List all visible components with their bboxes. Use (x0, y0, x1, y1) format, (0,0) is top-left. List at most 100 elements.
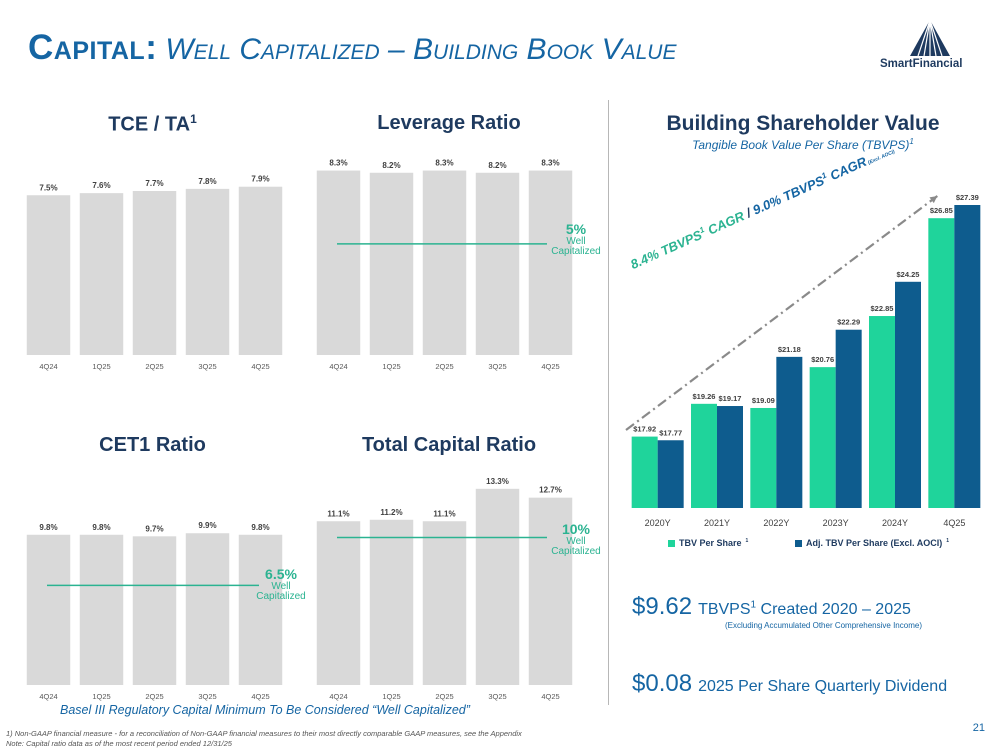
tbvps-data-label: $20.76 (811, 355, 834, 364)
cet1-chart-svg: 9.8% 4Q24 9.8% 1Q25 9.7% 2Q25 9.9% 3Q25 9.8% 4Q25 (26, 521, 283, 701)
tbvps-data-label: $19.17 (719, 394, 742, 403)
page-number: 21 (972, 722, 985, 734)
total_capital-data-label: 13.3% (486, 477, 509, 486)
total_capital-bar (422, 521, 467, 685)
stat-dividend-text: 2025 Per Share Quarterly Dividend (698, 678, 948, 695)
cet1-threshold-cap: Capitalized (256, 591, 306, 603)
tce_ta-data-label: 7.9% (251, 175, 269, 184)
total_capital-bar (369, 519, 414, 685)
stat-tbvps-text-a: TBVPS (698, 601, 751, 618)
tbvps-tick-label: 2021Y (704, 518, 730, 528)
legend-sup-adj-tbv: 1 (946, 538, 949, 544)
cet1-tick-label: 3Q25 (198, 692, 216, 701)
stat-tbvps-note: (Excluding Accumulated Other Comprehensi… (725, 621, 922, 630)
stat-tbvps-text-b: Created 2020 – 2025 (756, 601, 911, 618)
tbvps-tick-label: 2022Y (763, 518, 789, 528)
stat-dividend-value: $0.08 (632, 670, 693, 697)
total_capital-tick-label: 4Q24 (329, 692, 347, 701)
tbvps-data-label: $24.25 (897, 270, 920, 279)
leverage-threshold-pct: 5% (565, 221, 587, 237)
cet1-bar (26, 534, 71, 685)
tce-ta-chart-svg: 7.5% 4Q24 7.6% 1Q25 7.7% 2Q25 7.8% 3Q25 7.9% 4Q25 (26, 175, 283, 371)
cet1-title: CET1 Ratio (99, 434, 206, 456)
footnote-1: 1) Non-GAAP financial measure - for a re… (6, 729, 522, 738)
tce_ta-bar (238, 186, 283, 355)
tbvps-bar-tbv (928, 218, 955, 508)
leverage-data-label: 8.2% (382, 161, 400, 170)
tbvps-bar-tbv (750, 407, 777, 508)
total_capital-data-label: 11.1% (433, 509, 455, 518)
stat-tbvps-value: $9.62 (632, 593, 693, 620)
leverage-threshold-cap: Capitalized (551, 246, 601, 258)
tbvps-bar-tbv (631, 436, 658, 508)
tbvps-bar-adj (717, 406, 743, 508)
total_capital-tick-label: 3Q25 (488, 692, 506, 701)
cet1-chart: 9.8% 4Q24 9.8% 1Q25 9.7% 2Q25 9.9% 3Q25 9.8% 4Q25 (22, 450, 287, 703)
tce_ta-bar (26, 195, 71, 355)
total_capital-tick-label: 4Q25 (541, 692, 559, 701)
total-capital-chart-svg: 11.1% 4Q24 11.2% 1Q25 11.1% 2Q25 13.3% 3Q25 12.7… (316, 477, 573, 701)
leverage-data-label: 8.3% (541, 159, 559, 168)
total_capital-data-label: 12.7% (539, 486, 562, 495)
legend-label-adj-tbv: Adj. TBV Per Share (Excl. AOCI) (806, 538, 943, 548)
tbvps-title: Building Shareholder Value (666, 112, 940, 135)
tce_ta-bar (185, 188, 230, 355)
cet1-threshold-pct: 6.5% (265, 566, 297, 582)
tce_ta-bar (132, 190, 177, 355)
cet1-threshold-well: Well (271, 580, 291, 592)
legend-swatch-tbv (668, 540, 675, 548)
total-capital-threshold-cap: Capitalized (551, 546, 601, 558)
cet1-tick-label: 4Q24 (39, 692, 57, 701)
tbvps-data-label: $19.26 (693, 392, 716, 401)
tbvps-data-label: $22.85 (871, 304, 894, 313)
tbvps-bar-adj (895, 281, 921, 508)
title-main: Capital: (28, 28, 158, 67)
leverage-bar (369, 172, 414, 355)
cet1-tick-label: 1Q25 (92, 692, 110, 701)
total-capital-threshold-pct: 10% (561, 521, 591, 537)
cet1-data-label: 9.8% (39, 523, 57, 532)
leverage-data-label: 8.2% (488, 161, 506, 170)
legend-item-tbv: TBV Per Share 1 (668, 538, 748, 548)
tbvps-data-label: $21.18 (778, 345, 801, 354)
title-sub: Well Capitalized – Building Book Value (165, 33, 677, 66)
tce_ta-tick-label: 2Q25 (145, 362, 163, 371)
leverage-tick-label: 4Q24 (329, 362, 347, 371)
cet1-bar (79, 534, 124, 685)
leverage-tick-label: 3Q25 (488, 362, 506, 371)
cet1-data-label: 9.8% (92, 523, 110, 532)
cet1-tick-label: 4Q25 (251, 692, 269, 701)
total_capital-tick-label: 1Q25 (382, 692, 400, 701)
tce_ta-bar (79, 193, 124, 355)
tce_ta-data-label: 7.5% (39, 183, 57, 192)
tbvps-data-label: $17.92 (633, 425, 656, 434)
tce-ta-chart: 7.5% 4Q24 7.6% 1Q25 7.7% 2Q25 7.8% 3Q25 7.9% 4Q25 (22, 150, 287, 380)
leverage-chart-svg: 8.3% 4Q24 8.2% 1Q25 8.3% 2Q25 8.2% 3Q25 8.3% 4Q25 (316, 159, 573, 371)
cet1-data-label: 9.9% (198, 521, 216, 530)
leverage-bar (528, 170, 573, 355)
tbvps-chart-svg: $17.92 $17.77 2020Y $19.26 $19.17 2021Y $19.09… (625, 193, 981, 528)
leverage-tick-label: 2Q25 (435, 362, 453, 371)
total_capital-data-label: 11.2% (380, 508, 402, 517)
total_capital-bar (316, 521, 361, 685)
tbvps-tick-label: 2020Y (645, 518, 671, 528)
tbvps-data-label: $27.39 (956, 193, 979, 202)
tbvps-bar-adj (954, 205, 981, 508)
tbvps-bar-adj (776, 356, 803, 508)
cet1-bar (185, 533, 230, 685)
cet1-bar (132, 536, 177, 685)
company-logo: SmartFinancial (880, 20, 980, 70)
tbvps-data-label: $26.85 (930, 206, 953, 215)
leverage-data-label: 8.3% (329, 159, 347, 168)
cet1-well-capitalized: 6.5% Well Capitalized (250, 567, 312, 603)
total_capital-tick-label: 2Q25 (435, 692, 453, 701)
page-title: Capital: Well Capitalized – Building Book… (28, 30, 676, 65)
tbvps-data-label: $17.77 (659, 428, 682, 437)
leverage-title: Leverage Ratio (377, 112, 521, 134)
total-capital-well-capitalized: 10% Well Capitalized (545, 522, 607, 558)
stat-tbvps-sup: 1 (750, 599, 757, 611)
tce-ta-title: TCE / TA1 (20, 112, 285, 137)
tce_ta-tick-label: 4Q24 (39, 362, 57, 371)
tbvps-subtitle: Tangible Book Value Per Share (TBVPS)1 (622, 137, 984, 152)
basel-note: Basel III Regulatory Capital Minimum To … (60, 703, 470, 717)
